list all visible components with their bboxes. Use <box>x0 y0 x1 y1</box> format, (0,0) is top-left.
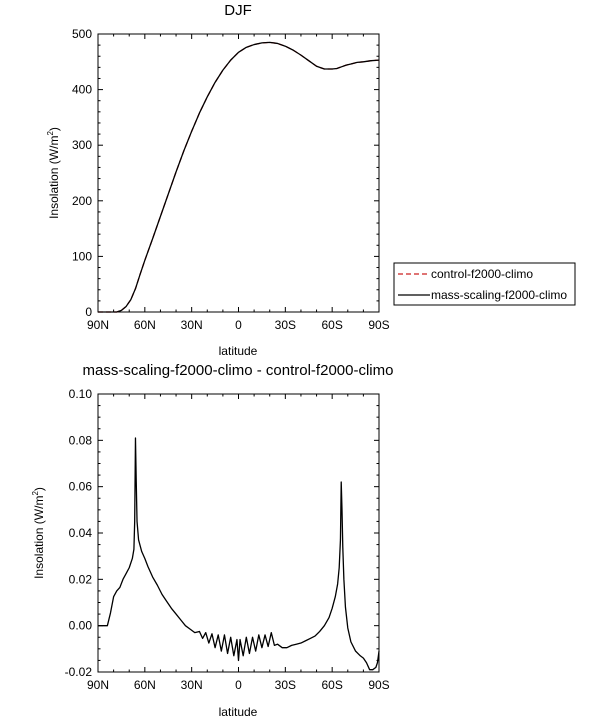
bottom-chart-title: mass-scaling-f2000-climo - control-f2000… <box>83 362 394 379</box>
bottom-chart: mass-scaling-f2000-climo - control-f2000… <box>31 362 393 719</box>
bottom-ticks: 90N 60N 30N 0 30S 60S 90S -0.02 0.00 0.02 0.04 0.06… <box>65 387 390 692</box>
top-ticks: 90N 60N 30N 0 30S 60S 90S 0 100 200 300 400 500 <box>72 27 390 332</box>
top-x-axis-label: latitude <box>219 344 258 358</box>
top-y-tick-label: 200 <box>72 194 92 208</box>
bottom-x-tick-label: 30N <box>181 678 203 692</box>
bottom-x-tick-label: 60N <box>134 678 156 692</box>
bottom-x-tick-label: 60S <box>321 678 342 692</box>
top-x-tick-label: 60N <box>134 318 156 332</box>
top-y-tick-label: 0 <box>85 305 92 319</box>
top-y-tick-label: 300 <box>72 138 92 152</box>
bottom-series-line-difference <box>98 437 380 671</box>
bottom-x-tick-label: 90N <box>87 678 109 692</box>
top-series-line-control-f2000-climo <box>98 41 380 313</box>
bottom-plot-frame <box>97 393 380 673</box>
bottom-y-tick-label: 0.02 <box>69 572 93 586</box>
bottom-x-tick-label: 0 <box>235 678 242 692</box>
bottom-y-axis-label-close: ) <box>32 487 46 491</box>
top-x-tick-label: 90N <box>87 318 109 332</box>
legend-label-mass-scaling: mass-scaling-f2000-climo <box>431 288 567 302</box>
legend: control-f2000-climo mass-scaling-f2000-c… <box>393 262 576 306</box>
bottom-y-tick-label: 0.00 <box>69 619 93 633</box>
top-plot-frame <box>97 33 380 313</box>
bottom-series-lines <box>98 437 380 671</box>
top-y-axis-label-close: ) <box>47 127 61 131</box>
top-y-axis-label: Insolation (W/m2) <box>46 127 61 219</box>
top-series-lines <box>98 41 380 313</box>
top-y-tick-label: 500 <box>72 27 92 41</box>
top-x-tick-label: 90S <box>368 318 389 332</box>
bottom-y-tick-label: 0.04 <box>69 526 93 540</box>
top-x-tick-label: 0 <box>235 318 242 332</box>
bottom-x-tick-label: 30S <box>275 678 296 692</box>
top-x-tick-label: 30N <box>181 318 203 332</box>
top-x-tick-label: 30S <box>275 318 296 332</box>
bottom-y-axis-label: Insolation (W/m2) <box>31 487 46 579</box>
top-y-axis-label-sup: 2 <box>46 131 55 136</box>
top-chart-title: DJF <box>224 2 252 19</box>
top-y-tick-label: 400 <box>72 83 92 97</box>
bottom-y-tick-label: 0.06 <box>69 480 93 494</box>
bottom-y-axis-label-main: Insolation (W/m <box>32 496 46 579</box>
bottom-y-tick-label: -0.02 <box>65 665 93 679</box>
bottom-y-tick-label: 0.08 <box>69 433 93 447</box>
top-y-tick-label: 100 <box>72 249 92 263</box>
legend-box <box>393 262 576 306</box>
top-series-line-mass-scaling-f2000-climo <box>98 41 380 313</box>
bottom-y-axis-label-sup: 2 <box>31 491 40 496</box>
top-chart: DJF 90N 60N 30N 0 30S 60S 90S0100200300400500 … <box>46 2 390 358</box>
bottom-x-tick-label: 90S <box>368 678 389 692</box>
bottom-y-tick-label: 0.10 <box>69 387 93 401</box>
top-x-tick-label: 60S <box>321 318 342 332</box>
bottom-x-axis-label: latitude <box>219 705 258 719</box>
legend-label-control: control-f2000-climo <box>431 267 533 281</box>
top-y-axis-label-main: Insolation (W/m <box>47 136 61 219</box>
